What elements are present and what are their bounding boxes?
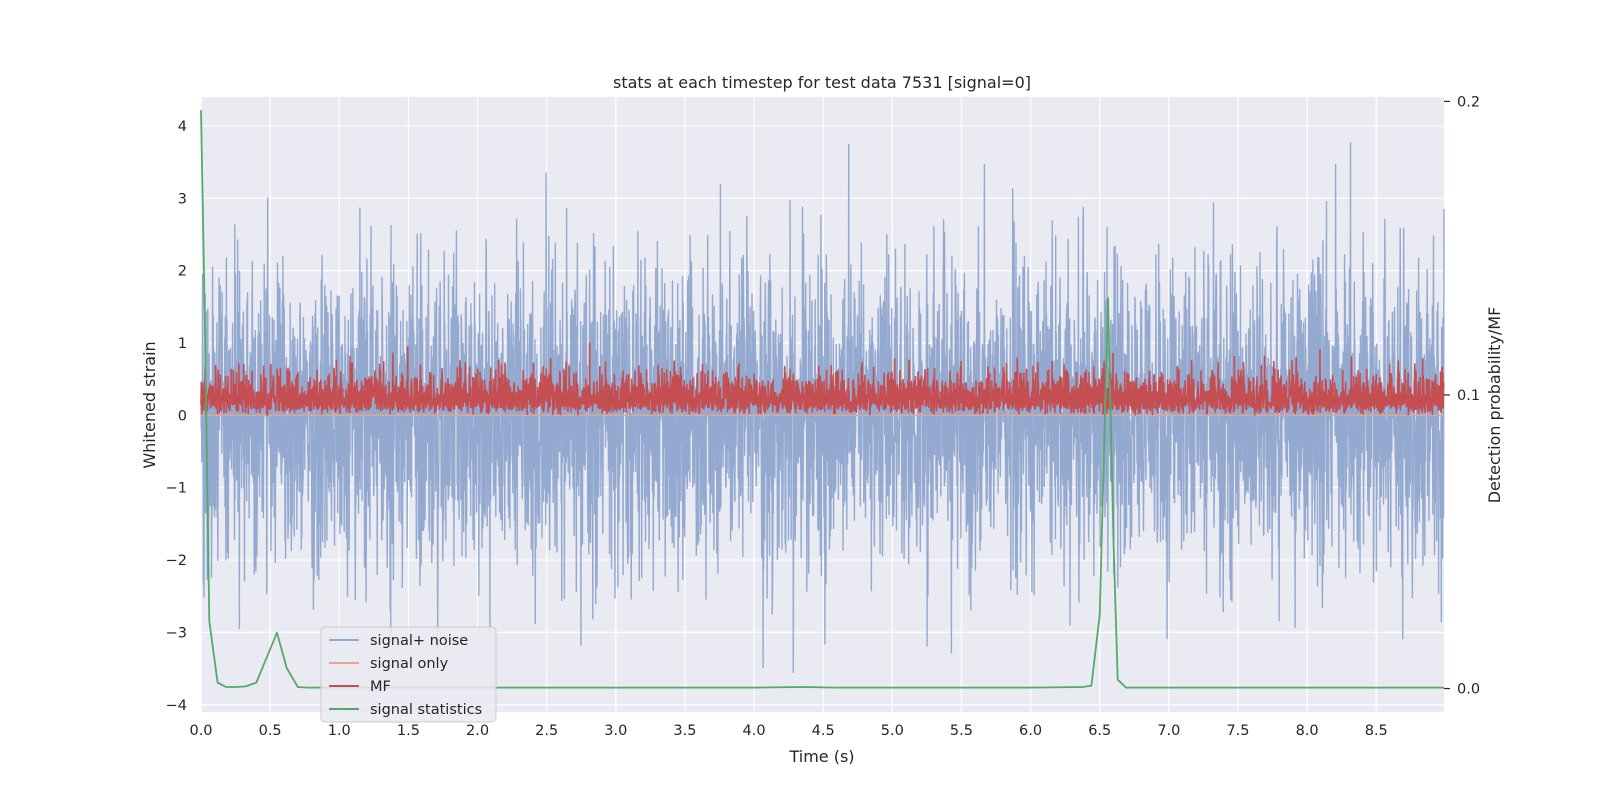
x-tick-label: 4.0 [743, 723, 766, 739]
legend-label-mf: MF [370, 679, 391, 695]
legend-label-signal-noise: signal+ noise [370, 633, 468, 649]
y-tick-label: 0 [178, 408, 187, 424]
x-tick-label: 3.0 [604, 723, 627, 739]
x-axis-label: Time (s) [788, 747, 854, 766]
x-tick-label: 5.0 [881, 723, 904, 739]
x-tick-label: 6.0 [1019, 723, 1042, 739]
y-tick-label: 3 [178, 191, 187, 207]
y-tick-label: 2 [178, 264, 187, 280]
legend-label-signal-only: signal only [370, 656, 449, 672]
x-tick-label: 7.5 [1226, 723, 1249, 739]
x-tick-label: 8.5 [1365, 723, 1388, 739]
y2-tick-label: 0.1 [1457, 388, 1480, 404]
legend: signal+ noise signal only MF signal stat… [320, 626, 497, 723]
y-axis-ticks: 4 3 2 1 0 −1 −2 −3 −4 [166, 119, 187, 714]
x-tick-label: 2.5 [535, 723, 558, 739]
y2-tick-label: 0.2 [1457, 94, 1480, 110]
x-tick-label: 0.5 [259, 723, 282, 739]
x-tick-label: 4.5 [812, 723, 835, 739]
legend-label-signal-statistics: signal statistics [370, 702, 482, 718]
y-tick-label: −1 [166, 481, 187, 497]
y-tick-label: −3 [166, 625, 187, 641]
x-tick-label: 0.0 [189, 723, 212, 739]
y-tick-label: −2 [166, 553, 187, 569]
y2-axis-label: Detection probability/MF [1485, 307, 1504, 504]
x-tick-label: 8.0 [1296, 723, 1319, 739]
y-tick-label: 4 [178, 119, 187, 135]
y-tick-label: −4 [166, 698, 187, 714]
x-axis-ticks: 0.0 0.5 1.0 1.5 2.0 2.5 3.0 3.5 4.0 4.5 5.0 5.5 6.0 6… [189, 723, 1387, 739]
x-tick-label: 6.5 [1088, 723, 1111, 739]
legend-box [320, 626, 497, 723]
y-tick-label: 1 [178, 336, 187, 352]
y2-axis-ticks: 0.2 0.1 0.0 [1444, 94, 1480, 698]
x-tick-label: 1.5 [397, 723, 420, 739]
chart-title: stats at each timestep for test data 753… [613, 73, 1031, 92]
x-tick-label: 5.5 [950, 723, 973, 739]
x-tick-label: 3.5 [673, 723, 696, 739]
x-tick-label: 2.0 [466, 723, 489, 739]
x-tick-label: 7.0 [1157, 723, 1180, 739]
plot-area [200, 110, 1445, 689]
y2-tick-label: 0.0 [1457, 682, 1480, 698]
series-signal-statistics-line [200, 110, 1444, 689]
x-tick-label: 1.0 [328, 723, 351, 739]
series-mf-line [200, 342, 1445, 416]
y-axis-label: Whitened strain [140, 341, 159, 468]
